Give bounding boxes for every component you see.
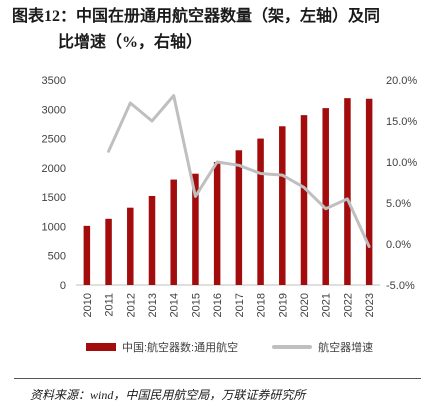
x-axis-tick-label-2012: 2012 (125, 293, 137, 317)
chart-canvas: 0 500 1000 1500 2000 2500 3000 3500 -5.0% 0.0% 5.0… (42, 75, 418, 317)
right-axis-tick-label: 15.0% (386, 116, 417, 128)
bar-2010 (83, 225, 91, 285)
left-axis-tick-label: 3500 (42, 75, 66, 87)
x-axis-tick-label-2013: 2013 (147, 293, 159, 317)
legend-item-line: 航空器增速 (272, 339, 373, 355)
legend-line-swatch (272, 345, 313, 349)
bar-2019 (279, 126, 286, 286)
x-axis-tick-label-2016: 2016 (212, 293, 224, 317)
bar-2014 (170, 179, 177, 285)
bar-2016 (213, 162, 221, 285)
legend-bar-label: 中国:航空器数:通用航空 (122, 342, 239, 354)
right-axis-tick-label: 0.0% (386, 239, 411, 251)
legend-line-label: 航空器增速 (318, 342, 374, 354)
bar-2011 (105, 218, 112, 285)
x-axis-tick-label-2019: 2019 (277, 293, 289, 317)
right-axis-tick-label: 5.0% (386, 198, 411, 210)
x-axis-tick-label-2010: 2010 (82, 293, 94, 317)
chart-legend: 中国:航空器数:通用航空 航空器增速 (86, 339, 407, 355)
bar-2022 (344, 98, 351, 286)
x-axis-tick-label-2017: 2017 (234, 293, 246, 317)
left-axis-tick-label: 0 (60, 280, 66, 292)
legend-bar-swatch (86, 343, 116, 351)
x-axis-tick-label-2023: 2023 (364, 293, 376, 317)
x-axis-tick-label-2011: 2011 (104, 293, 116, 317)
x-axis-tick-label-2021: 2021 (321, 293, 333, 317)
left-axis-tick-label: 500 (48, 251, 66, 263)
bar-2021 (322, 108, 329, 285)
bar-2018 (257, 138, 264, 285)
right-axis-tick-label: 10.0% (386, 157, 417, 169)
right-axis-tick-label: 20.0% (386, 75, 417, 87)
source-divider (14, 378, 421, 379)
x-axis-tick-label-2018: 2018 (256, 293, 268, 317)
bar-2020 (300, 115, 308, 286)
left-axis-tick-label: 2500 (42, 134, 66, 146)
left-axis-tick-label: 1500 (42, 192, 66, 204)
legend-item-bar: 中国:航空器数:通用航空 (86, 339, 238, 355)
x-axis-tick-label-2014: 2014 (169, 293, 181, 317)
bar-2017 (235, 150, 243, 285)
bar-2023 (365, 98, 373, 285)
x-axis-tick-label-2022: 2022 (342, 293, 354, 317)
left-axis-tick-label: 2000 (42, 163, 66, 175)
left-axis-tick-label: 3000 (42, 104, 66, 116)
left-axis-tick-label: 1000 (42, 221, 66, 233)
chart-title-line2: 比增速（%，右轴） (58, 34, 203, 51)
chart-title: 图表12：中国在册通用航空器数量（架，左轴）及同 比增速（%，右轴） (12, 4, 422, 56)
right-axis-tick-label: -5.0% (386, 280, 415, 292)
x-axis-tick-label-2015: 2015 (190, 293, 202, 317)
chart-title-line1: 图表12：中国在册通用航空器数量（架，左轴）及同 (12, 8, 381, 25)
source-note: 资料来源：wind，中国民用航空局，万联证券研究所 (30, 388, 306, 402)
bar-2015 (192, 173, 199, 285)
bar-2012 (127, 207, 134, 285)
bar-2013 (148, 195, 156, 285)
x-axis-tick-label-2020: 2020 (299, 293, 311, 317)
